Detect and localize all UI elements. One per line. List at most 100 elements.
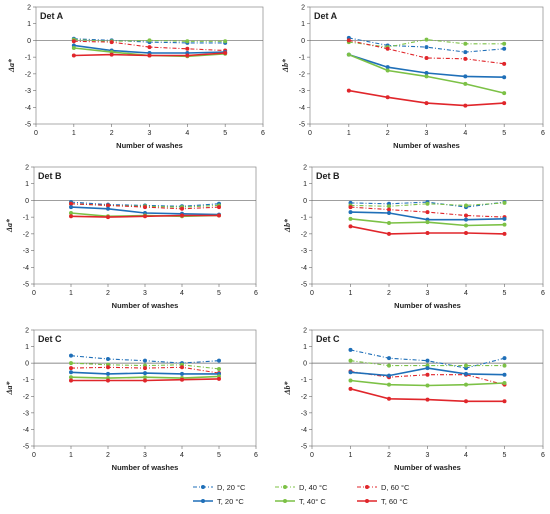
data-point bbox=[385, 65, 390, 70]
y-tick-label: -1 bbox=[23, 377, 29, 384]
y-tick-label: -3 bbox=[299, 88, 305, 95]
x-axis-label: Number of washes bbox=[394, 463, 461, 472]
y-tick-label: -5 bbox=[299, 122, 305, 129]
data-point bbox=[185, 46, 190, 51]
y-tick-label: -5 bbox=[25, 122, 31, 129]
data-point bbox=[464, 203, 468, 208]
y-tick-label: -4 bbox=[23, 427, 29, 434]
y-tick-label: 1 bbox=[25, 181, 29, 188]
legend-marker bbox=[201, 499, 205, 503]
data-point bbox=[502, 75, 507, 80]
data-point bbox=[502, 222, 507, 227]
y-tick-label: 2 bbox=[25, 328, 29, 335]
data-point bbox=[425, 383, 430, 388]
data-point bbox=[424, 74, 429, 79]
legend-marker bbox=[365, 499, 369, 503]
data-point bbox=[502, 216, 507, 221]
x-tick-label: 3 bbox=[426, 290, 430, 297]
x-tick-label: 0 bbox=[310, 290, 314, 297]
x-tick-label: 3 bbox=[425, 130, 429, 137]
data-point bbox=[502, 61, 507, 66]
data-point bbox=[464, 399, 468, 404]
legend-marker bbox=[283, 499, 287, 503]
series-line-d-60-c bbox=[350, 370, 505, 386]
x-tick-label: 6 bbox=[254, 290, 258, 297]
data-point bbox=[180, 371, 184, 376]
y-tick-label: -3 bbox=[301, 248, 307, 255]
data-point bbox=[502, 101, 507, 106]
data-point bbox=[463, 41, 468, 46]
plot-frame bbox=[35, 6, 264, 125]
series-line-d-60-c bbox=[350, 206, 505, 218]
data-point bbox=[348, 358, 353, 363]
data-point bbox=[385, 68, 390, 73]
data-point bbox=[143, 205, 147, 210]
legend: D, 20 °C D, 40 °C D, 60 °C T, 20 °C T, 40° C… bbox=[193, 483, 410, 506]
data-point bbox=[71, 53, 76, 58]
x-tick-label: 5 bbox=[503, 452, 507, 459]
data-point bbox=[463, 56, 468, 61]
data-point bbox=[464, 223, 468, 228]
panel-title: Det A bbox=[40, 11, 64, 21]
x-tick-label: 1 bbox=[69, 452, 73, 459]
y-tick-label: -3 bbox=[25, 88, 31, 95]
y-tick-label: -2 bbox=[301, 394, 307, 401]
panel-title: Det C bbox=[316, 334, 340, 344]
data-point bbox=[464, 363, 468, 368]
data-point bbox=[348, 224, 353, 229]
data-point bbox=[71, 39, 76, 44]
legend-label: D, 20 °C bbox=[217, 483, 246, 492]
data-point bbox=[223, 50, 228, 55]
data-point bbox=[346, 88, 351, 93]
data-point bbox=[143, 366, 147, 371]
panel-title: Det B bbox=[316, 171, 340, 181]
data-point bbox=[463, 50, 468, 55]
x-tick-label: 4 bbox=[464, 452, 468, 459]
y-tick-label: -1 bbox=[301, 377, 307, 384]
data-point bbox=[147, 38, 152, 43]
data-point bbox=[425, 201, 430, 206]
data-point bbox=[464, 371, 468, 376]
x-tick-label: 0 bbox=[34, 130, 38, 137]
data-point bbox=[223, 39, 228, 44]
x-tick-label: 0 bbox=[32, 452, 36, 459]
y-axis-label: Δa* bbox=[5, 218, 14, 233]
data-point bbox=[348, 216, 353, 221]
data-point bbox=[106, 203, 110, 208]
data-point bbox=[502, 381, 507, 386]
x-tick-label: 5 bbox=[217, 452, 221, 459]
plot-frame bbox=[33, 329, 257, 447]
x-tick-label: 2 bbox=[106, 290, 110, 297]
y-axis-label: Δb* bbox=[283, 380, 292, 395]
data-point bbox=[385, 46, 390, 51]
data-point bbox=[464, 231, 468, 236]
data-point bbox=[464, 217, 468, 222]
data-point bbox=[387, 207, 391, 212]
x-axis-label: Number of washes bbox=[393, 141, 460, 150]
y-tick-label: 0 bbox=[301, 38, 305, 45]
x-tick-label: 6 bbox=[541, 130, 545, 137]
data-point bbox=[106, 378, 110, 383]
x-tick-label: 3 bbox=[143, 452, 147, 459]
data-point bbox=[425, 372, 430, 377]
data-point bbox=[424, 71, 429, 76]
y-tick-label: -2 bbox=[301, 231, 307, 238]
data-point bbox=[147, 53, 152, 58]
y-tick-label: 0 bbox=[303, 361, 307, 368]
legend-marker bbox=[201, 485, 205, 489]
data-point bbox=[348, 378, 353, 383]
y-tick-label: 1 bbox=[27, 21, 31, 28]
x-tick-label: 5 bbox=[502, 130, 506, 137]
data-point bbox=[425, 397, 430, 402]
x-tick-label: 2 bbox=[387, 452, 391, 459]
y-tick-label: 1 bbox=[25, 344, 29, 351]
data-point bbox=[180, 377, 184, 382]
data-point bbox=[424, 55, 429, 60]
data-point bbox=[143, 378, 147, 383]
data-point bbox=[69, 353, 73, 358]
plot-frame bbox=[311, 166, 544, 285]
data-point bbox=[106, 365, 110, 370]
data-point bbox=[387, 356, 391, 361]
